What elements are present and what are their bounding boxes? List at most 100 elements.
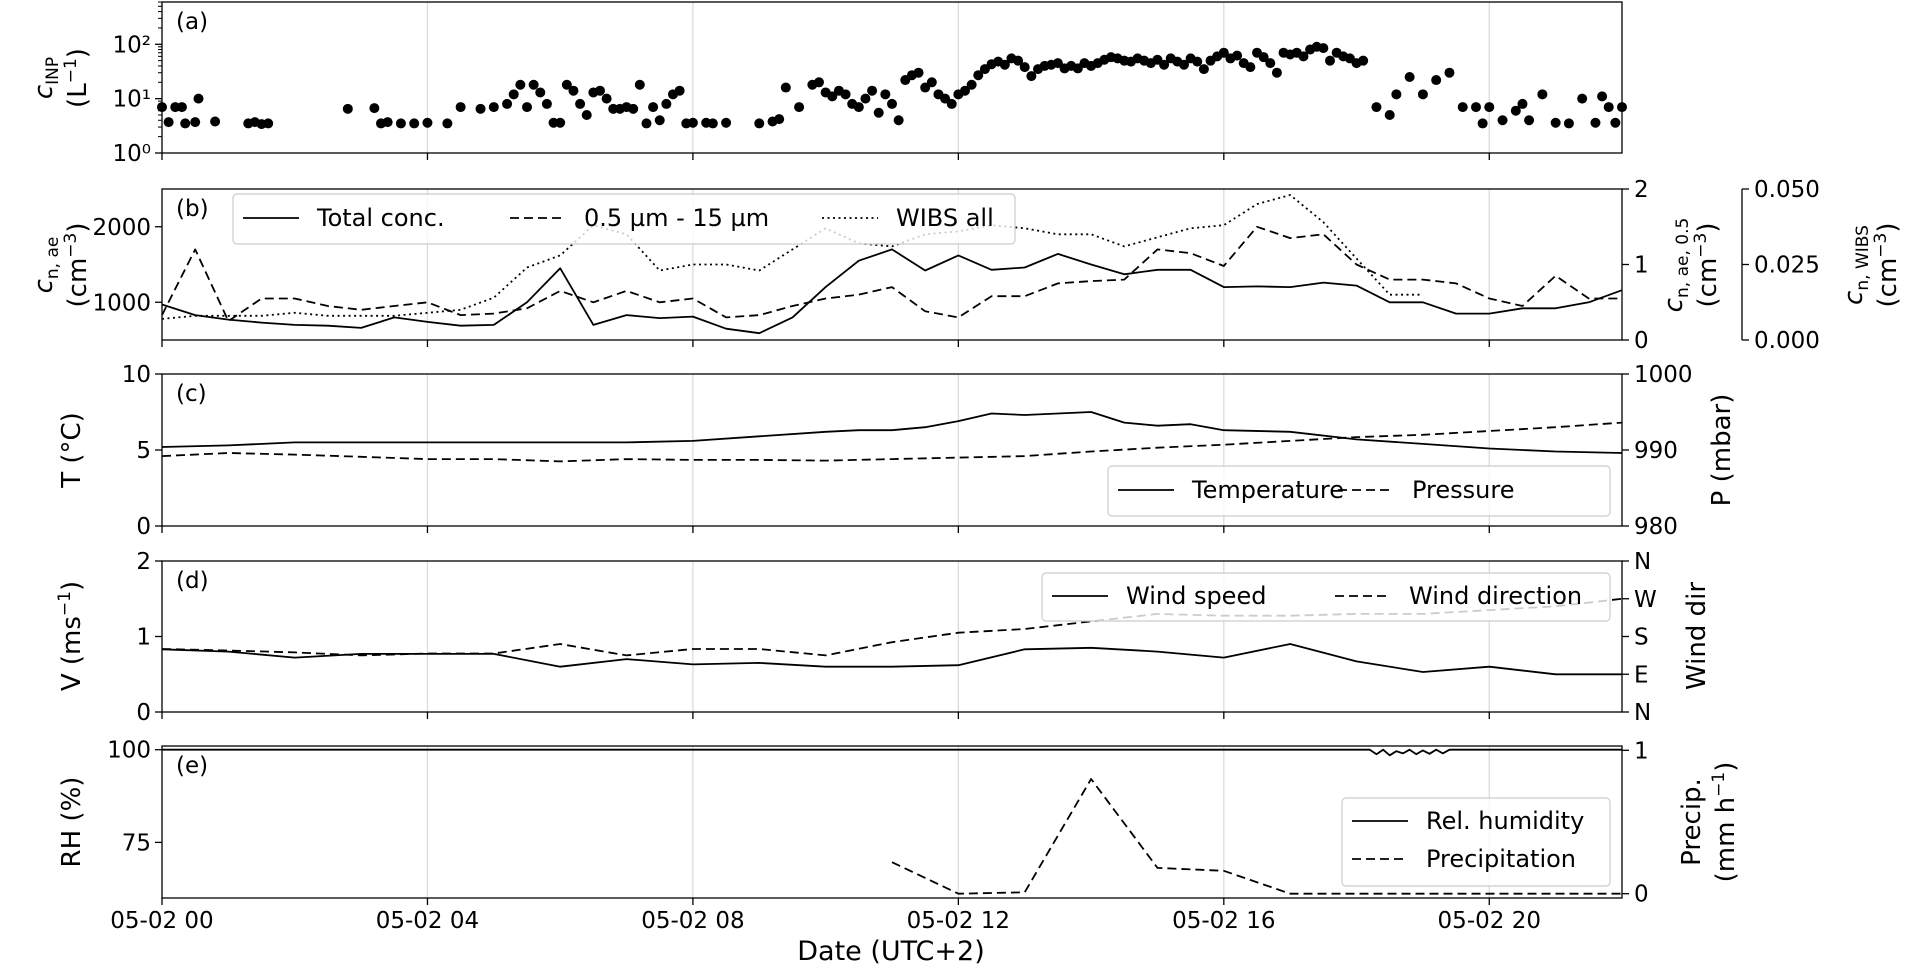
data-point [1577,93,1588,104]
axes-frame [161,745,1623,899]
axes-frame [161,1,1623,154]
x-tick-label: 05-02 00 [110,908,213,934]
series-line-precipitation [891,778,1622,895]
data-point [163,117,174,128]
data-point [522,102,532,113]
data-point [1371,102,1382,113]
legends-layer: Total conc. 0.5 µm - 15 µm WIBS all Tempera… [232,193,1611,887]
series-line-rel-humidity [162,748,1622,757]
data-point [1471,102,1481,113]
x-axis-label: Date (UTC+2) [797,936,985,966]
data-point [1318,43,1329,54]
data-point [1537,89,1548,100]
panel-c-data [161,411,1623,463]
data-point [687,117,698,128]
data-point [1417,89,1428,100]
data-point [721,117,732,128]
data-point [1298,51,1309,62]
data-point [515,79,526,90]
data-point [887,98,897,109]
legend-label: WIBS all [896,204,994,232]
panel-label: (b) [176,196,209,222]
y-axis-label: cINP [29,57,63,99]
data-point [794,102,805,113]
data-point [535,87,546,98]
data-point [422,117,433,128]
data-point [880,89,891,100]
data-point [555,117,566,128]
y-right-axis-label-unit: (cm−3) [1691,223,1723,308]
y-right-tick-label: 1000 [1634,362,1693,388]
data-point [1159,59,1170,70]
data-point [853,102,864,113]
data-point [1258,52,1269,63]
data-point [893,115,904,126]
y-right2-axis-label-unit: (cm−3) [1871,223,1903,308]
x-tick-label: 05-02 04 [376,908,479,934]
legend-frame [1041,572,1611,622]
data-point [1484,102,1495,113]
y-right-tick-label: N [1634,549,1651,575]
panel-label: (a) [176,9,208,35]
data-point [176,102,187,113]
data-point [1610,117,1621,128]
y-right2-tick-label: 0.000 [1754,328,1820,354]
legend-label: Temperature [1191,476,1344,504]
data-point [1019,62,1030,73]
data-point [827,91,838,102]
data-point [1218,47,1229,58]
data-point [561,79,572,90]
y-right-tick-label: 1 [1634,253,1649,279]
data-point [913,67,924,78]
axes-layer: 10⁰10¹10²(a)100020000120.0000.0250.050(b… [29,1,1903,934]
data-point [1384,110,1395,121]
legend-label: Rel. humidity [1426,807,1584,835]
y-tick-label: 2 [136,549,151,575]
data-point [1517,98,1528,109]
series-line-total-conc- [161,248,1623,335]
data-point [1497,115,1508,126]
y-right-tick-label: E [1634,662,1649,688]
data-point [867,85,878,96]
y-right-axis-label: P (mbar) [1707,394,1737,507]
data-point [1358,55,1369,66]
y-right-axis-label: Wind dir [1682,582,1712,690]
data-point [395,118,406,129]
legend-label: Total conc. [316,204,445,232]
data-point [488,102,499,113]
y-right-axis-label: Precip. [1677,778,1707,866]
data-point [210,116,221,127]
y-tick-label: 10⁰ [113,141,152,167]
data-point [190,117,201,128]
y-tick-label: 0 [136,700,151,726]
data-point [1198,64,1209,75]
data-point [1232,50,1243,61]
data-point [648,102,659,113]
data-layer [157,41,1627,895]
y-right-tick-label: W [1634,587,1657,613]
grid-layer [426,2,1490,898]
data-point [926,77,937,88]
y-tick-label: 5 [136,438,151,464]
y-right-tick-label: S [1634,625,1649,651]
data-point [1265,58,1276,69]
x-tick-label: 05-02 16 [1172,908,1275,934]
y-right-tick-label: 0 [1634,882,1649,908]
data-point [1510,105,1521,116]
legend-frame [1341,797,1611,887]
data-point [1477,118,1488,129]
series-line-temperature [161,411,1623,454]
data-point [973,70,984,81]
y-right-tick-label: 1 [1634,738,1649,764]
panel-label: (d) [176,568,209,594]
series-line-0-5-m-15-m [161,225,1622,323]
data-point [575,98,586,109]
data-point [263,118,274,129]
y-tick-label: 75 [122,830,151,856]
data-point [1563,118,1574,129]
data-point [369,103,380,114]
y-right-axis-label: cn, ae, 0.5 [1659,218,1693,313]
y-tick-label: 0 [136,514,151,540]
series-line-pressure [161,421,1623,463]
data-point [628,103,639,114]
